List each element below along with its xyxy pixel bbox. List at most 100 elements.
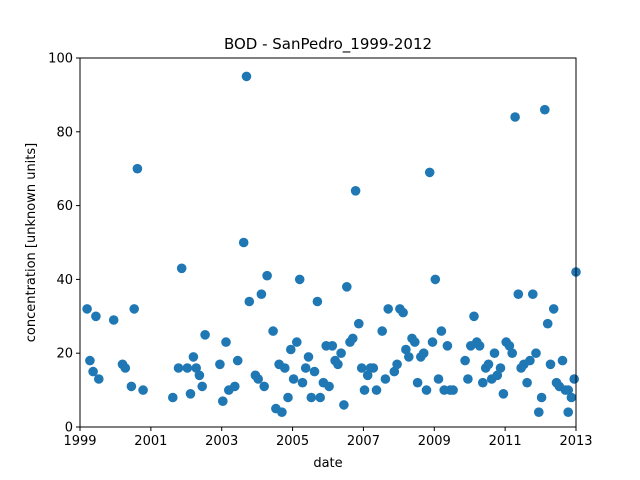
data-point <box>398 307 408 318</box>
data-point <box>566 392 577 403</box>
data-point <box>336 348 346 359</box>
data-point <box>256 289 267 300</box>
data-point <box>312 296 323 307</box>
data-point <box>94 374 104 384</box>
data-point <box>108 315 119 325</box>
data-point <box>504 341 515 351</box>
data-point <box>292 337 302 347</box>
data-point <box>82 304 92 314</box>
data-point <box>188 352 199 362</box>
data-point <box>120 363 131 373</box>
data-point <box>297 377 308 388</box>
data-point <box>348 333 358 344</box>
data-point <box>513 289 524 300</box>
data-point <box>191 363 201 373</box>
data-point <box>238 237 249 248</box>
y-axis: 0 20 40 60 80 100 <box>48 52 80 436</box>
data-point <box>232 355 243 366</box>
y-tick-label: 80 <box>56 125 73 140</box>
data-point <box>277 407 287 418</box>
data-point <box>531 348 541 359</box>
data-point <box>262 270 272 281</box>
x-tick-label: 2009 <box>418 434 451 449</box>
data-point <box>241 71 252 82</box>
data-point <box>132 163 143 174</box>
data-point <box>563 407 573 418</box>
data-point <box>433 374 444 384</box>
data-point <box>85 355 95 366</box>
data-point <box>309 366 320 377</box>
data-point <box>129 304 139 314</box>
data-point <box>563 385 573 395</box>
data-point <box>126 381 137 392</box>
y-tick-label: 60 <box>56 199 73 214</box>
x-tick-label: 2003 <box>205 434 238 449</box>
data-point <box>324 381 334 392</box>
data-point <box>474 341 485 351</box>
y-tick-label: 100 <box>48 52 73 67</box>
chart-title: BOD - SanPedro_1999-2012 <box>224 35 432 54</box>
data-points <box>82 71 581 418</box>
data-point <box>498 389 509 399</box>
data-point <box>215 359 225 370</box>
data-point <box>540 104 550 115</box>
data-point <box>448 385 458 395</box>
data-point <box>306 392 317 403</box>
y-tick-label: 20 <box>56 347 73 362</box>
data-point <box>356 363 367 373</box>
data-point <box>259 381 270 392</box>
data-point <box>303 352 314 362</box>
x-tick-label: 2013 <box>559 434 592 449</box>
x-tick-label: 2005 <box>276 434 309 449</box>
x-axis: 1999 2001 2003 2005 2007 2009 2011 2013 <box>63 427 593 449</box>
data-point <box>368 363 379 373</box>
data-point <box>495 363 506 373</box>
data-point <box>339 400 349 410</box>
data-point <box>244 296 255 307</box>
data-point <box>389 366 400 377</box>
data-point <box>424 167 435 178</box>
y-tick-label: 40 <box>56 273 73 288</box>
data-point <box>253 374 263 384</box>
x-tick-label: 2001 <box>134 434 167 449</box>
data-point <box>380 374 391 384</box>
data-point <box>88 366 98 377</box>
data-point <box>230 381 240 392</box>
data-point <box>545 359 556 370</box>
data-point <box>286 344 296 355</box>
data-point <box>510 112 520 122</box>
data-point <box>522 377 532 388</box>
data-point <box>333 359 343 370</box>
data-point <box>197 381 207 392</box>
data-point <box>436 326 447 336</box>
data-point <box>362 370 373 381</box>
data-point <box>283 392 293 403</box>
data-point <box>404 352 414 362</box>
data-point <box>91 311 101 322</box>
data-point <box>489 348 500 359</box>
data-point <box>478 377 488 388</box>
data-point <box>280 363 290 373</box>
data-point <box>221 337 231 347</box>
data-point <box>569 374 579 384</box>
x-tick-label: 2007 <box>347 434 380 449</box>
data-point <box>182 363 193 373</box>
data-point <box>176 263 187 274</box>
data-point <box>185 389 196 399</box>
data-point <box>463 374 473 384</box>
data-point <box>536 392 547 403</box>
data-point <box>483 359 494 370</box>
data-point <box>401 344 411 355</box>
data-point <box>418 348 429 359</box>
data-point <box>354 318 364 329</box>
data-point <box>300 363 311 373</box>
data-point <box>288 374 299 384</box>
data-point <box>327 341 338 351</box>
data-point <box>350 186 361 196</box>
data-point <box>342 282 352 292</box>
y-axis-label: concentration [unknown units] <box>24 143 39 342</box>
x-tick-label: 1999 <box>63 434 96 449</box>
data-point <box>268 326 278 336</box>
